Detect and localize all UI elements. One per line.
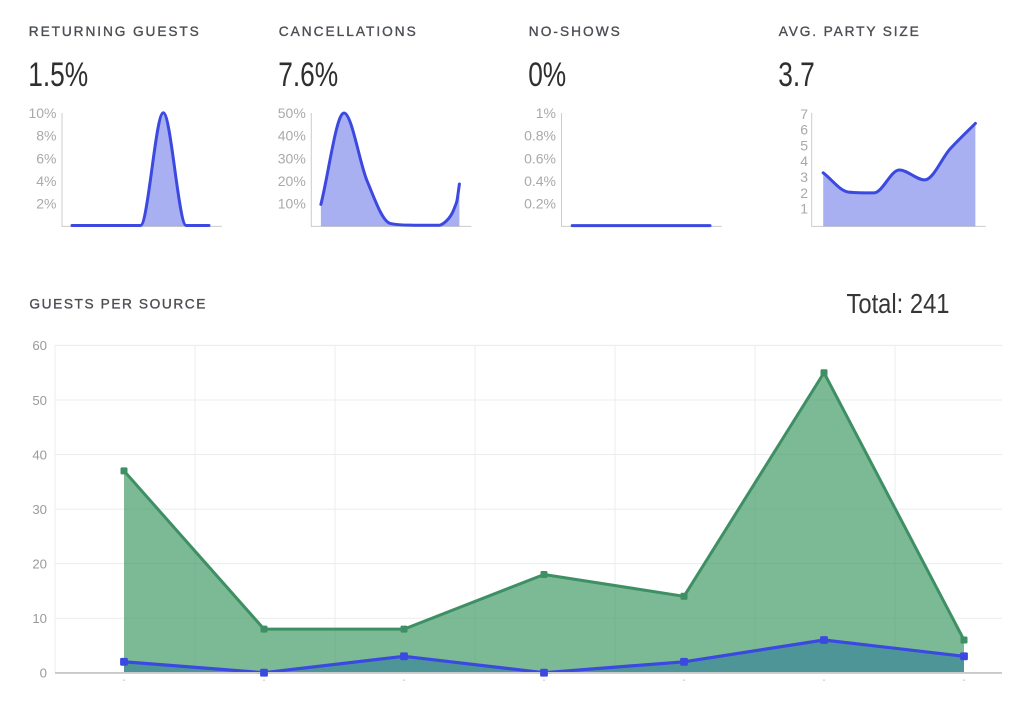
- svg-text:20%: 20%: [278, 173, 306, 189]
- svg-text:0: 0: [40, 666, 47, 681]
- svg-text:8%: 8%: [36, 128, 56, 144]
- svg-text:GUESTS PER SOURCE: GUESTS PER SOURCE: [29, 296, 205, 311]
- svg-text:3: 3: [800, 169, 808, 185]
- svg-text:4: 4: [800, 153, 808, 169]
- svg-text:60: 60: [32, 338, 47, 353]
- svg-text:AVG. PARTY SIZE: AVG. PARTY SIZE: [779, 24, 919, 39]
- svg-text:50: 50: [32, 393, 47, 408]
- svg-text:6%: 6%: [36, 150, 56, 166]
- svg-text:2: 2: [800, 185, 808, 201]
- svg-text:0.2%: 0.2%: [524, 196, 556, 212]
- svg-text:RETURNING GUESTS: RETURNING GUESTS: [29, 24, 199, 39]
- svg-text:30%: 30%: [278, 150, 306, 166]
- svg-text:10%: 10%: [278, 196, 306, 212]
- svg-text:40: 40: [32, 447, 47, 462]
- svg-text:0.6%: 0.6%: [524, 150, 556, 166]
- svg-text:7.6%: 7.6%: [278, 56, 338, 94]
- svg-text:1%: 1%: [536, 105, 556, 121]
- svg-text:7: 7: [800, 106, 808, 122]
- svg-text:0%: 0%: [528, 56, 566, 94]
- svg-text:Total: 241: Total: 241: [847, 288, 950, 319]
- svg-text:10%: 10%: [28, 105, 56, 121]
- svg-text:4%: 4%: [36, 173, 56, 189]
- svg-text:3.7: 3.7: [778, 56, 815, 94]
- svg-text:40%: 40%: [278, 128, 306, 144]
- svg-text:20: 20: [32, 556, 47, 571]
- svg-text:0.8%: 0.8%: [524, 128, 556, 144]
- svg-text:50%: 50%: [278, 105, 306, 121]
- svg-text:CANCELLATIONS: CANCELLATIONS: [279, 24, 416, 39]
- svg-text:5: 5: [800, 137, 808, 153]
- svg-text:10: 10: [32, 611, 47, 626]
- svg-text:30: 30: [32, 502, 47, 517]
- svg-text:1: 1: [800, 201, 808, 217]
- svg-text:6: 6: [800, 122, 808, 138]
- svg-text:1.5%: 1.5%: [28, 56, 88, 94]
- svg-text:NO-SHOWS: NO-SHOWS: [529, 24, 620, 39]
- svg-text:2%: 2%: [36, 196, 56, 212]
- svg-text:0.4%: 0.4%: [524, 173, 556, 189]
